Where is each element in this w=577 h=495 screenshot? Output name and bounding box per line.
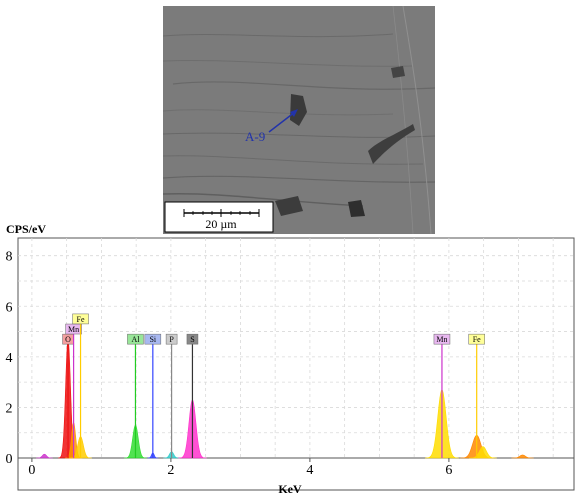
peak-c [36, 453, 53, 459]
marker-box-si [144, 333, 162, 345]
x-tick-label: 2 [167, 463, 174, 478]
x-tick-label: 0 [28, 463, 35, 478]
marker-label-mn: Mn [68, 325, 79, 334]
y-tick-label: 0 [6, 452, 13, 467]
peak-mn [469, 446, 497, 459]
x-axis-title: KeV [278, 482, 302, 495]
marker-label-si: Si [149, 335, 156, 344]
marker-label-s: S [190, 335, 194, 344]
inclusion-a9 [290, 94, 307, 126]
y-tick-label: 2 [6, 401, 13, 416]
marker-label-o: O [65, 335, 71, 344]
surface-streaks [163, 6, 435, 234]
dark-inclusions [275, 66, 415, 217]
marker-label-fe: Fe [473, 335, 481, 344]
marker-box-mn [433, 333, 451, 345]
scale-bar-label: 20 µm [205, 217, 237, 231]
peak-fe [511, 454, 534, 459]
y-axis-title: CPS/eV [6, 222, 46, 236]
x-tick-label: 4 [306, 463, 313, 478]
marker-label-al: Al [131, 335, 140, 344]
y-tick-label: 4 [6, 351, 13, 366]
y-tick-labels: 0 2 4 6 8 [6, 250, 13, 467]
point-label: A-9 [245, 129, 265, 144]
marker-box-fe [72, 313, 89, 325]
marker-label-mn: Mn [436, 335, 447, 344]
marker-label-fe: Fe [77, 315, 85, 324]
x-tick-labels: 0 2 4 6 [28, 458, 452, 478]
y-tick-label: 6 [6, 300, 13, 315]
sem-micrograph: A-9 20 µm [163, 6, 435, 234]
marker-box-p [165, 333, 178, 345]
scale-bar: 20 µm [164, 201, 274, 233]
x-tick-label: 6 [445, 463, 452, 478]
point-marker: A-9 [245, 109, 298, 144]
marker-box-s [186, 333, 199, 345]
y-tick-label: 8 [6, 250, 13, 265]
marker-label-p: P [169, 335, 174, 344]
marker-box-al [127, 333, 144, 345]
marker-box-fe [468, 333, 485, 345]
